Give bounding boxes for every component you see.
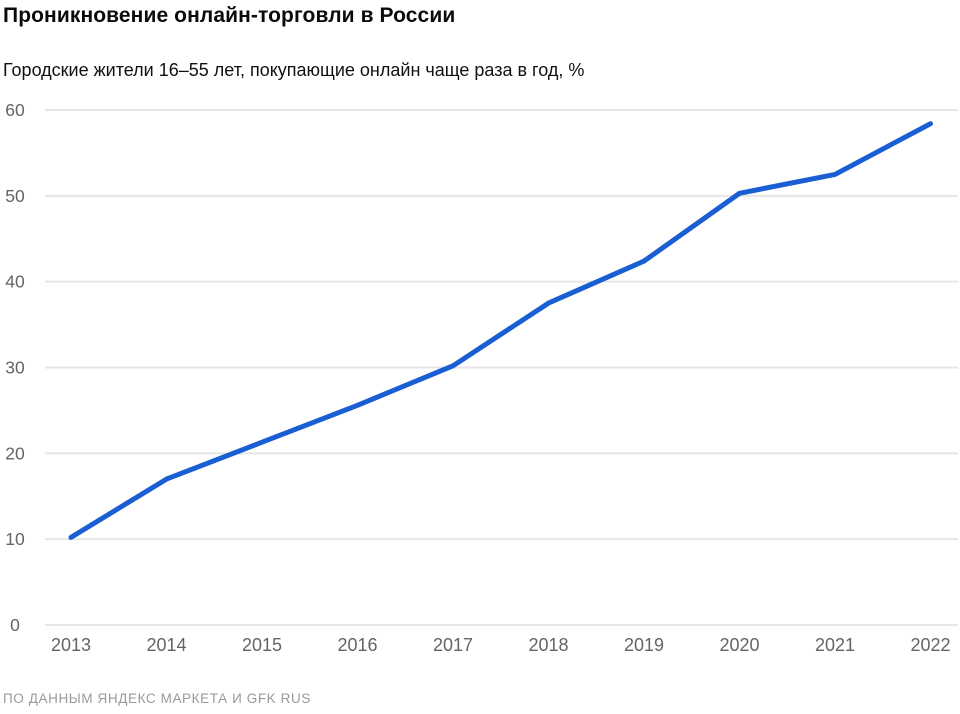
- y-tick-label: 0: [10, 615, 20, 635]
- page-title: Проникновение онлайн-торговли в России: [3, 4, 456, 27]
- x-tick-label: 2021: [815, 635, 855, 655]
- source-note: ПО ДАННЫМ ЯНДЕКС МАРКЕТА И GFK RUS: [3, 691, 311, 706]
- x-tick-label: 2018: [528, 635, 568, 655]
- y-tick-label: 60: [5, 100, 25, 120]
- x-tick-label: 2020: [719, 635, 759, 655]
- y-tick-label: 20: [5, 443, 25, 463]
- x-tick-label: 2019: [624, 635, 664, 655]
- x-tick-label: 2015: [242, 635, 282, 655]
- line-chart-canvas: 0 10 20 30 40 50 60 2013 2014 2015 2016 2017 2018 201…: [5, 100, 958, 655]
- chart-subtitle: Городские жители 16–55 лет, покупающие о…: [3, 60, 585, 80]
- x-tick-label: 2022: [910, 635, 950, 655]
- data-line-series: [68, 121, 933, 540]
- x-tick-label: 2017: [433, 635, 473, 655]
- y-tick-label: 50: [5, 186, 25, 206]
- x-tick-label: 2016: [337, 635, 377, 655]
- y-tick-label: 30: [5, 358, 25, 378]
- x-tick-label: 2014: [146, 635, 186, 655]
- x-tick-label: 2013: [51, 635, 91, 655]
- y-tick-label: 10: [5, 529, 25, 549]
- line-chart: 0 10 20 30 40 50 60 2013 2014 2015 2016 2017 2018 201…: [0, 90, 960, 670]
- y-tick-label: 40: [5, 272, 25, 292]
